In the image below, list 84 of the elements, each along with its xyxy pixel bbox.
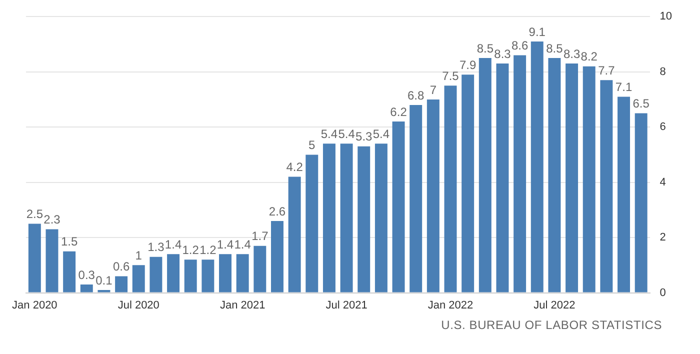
bar (340, 144, 353, 292)
data-label: 1.4 (216, 237, 234, 252)
bar (374, 144, 388, 292)
data-label: 8.5 (476, 41, 494, 56)
data-label: 8.3 (494, 46, 512, 61)
data-label: 8.6 (511, 38, 528, 53)
y-tick-label: 10 (660, 10, 672, 23)
data-label: 1.2 (182, 242, 200, 257)
bar (150, 256, 162, 292)
data-label: 6.5 (632, 96, 650, 111)
data-label: 1.4 (164, 237, 182, 252)
bar (167, 254, 180, 292)
bar (444, 86, 457, 292)
bar (115, 276, 128, 292)
x-tick-label: Jan 2022 (428, 299, 474, 312)
bar (184, 260, 197, 292)
x-tick-label: Jan 2020 (12, 299, 58, 312)
bar (634, 113, 648, 292)
bar (514, 55, 526, 292)
data-label: 7.9 (459, 58, 476, 72)
bar (236, 254, 249, 292)
data-label: 5.4 (320, 126, 338, 141)
data-label: 7.7 (598, 63, 616, 78)
data-label: 8.5 (546, 41, 564, 56)
bar (358, 146, 370, 292)
text: U.S. BUREAU OF LABOR STATISTICS (441, 318, 662, 332)
y-tick-label: 8 (660, 66, 666, 78)
bar (271, 220, 284, 292)
x-tick-label: Jan 2021 (220, 299, 266, 312)
bar (63, 251, 76, 292)
data-label: 1.7 (252, 229, 269, 244)
data-label: 1 (135, 248, 142, 262)
data-label: 0.1 (96, 273, 113, 288)
data-label: 1.3 (148, 240, 165, 254)
data-label: 9.1 (528, 24, 546, 39)
data-label: 2.5 (26, 207, 44, 222)
data-label: 6.8 (408, 88, 425, 102)
bar (46, 229, 58, 292)
bar (618, 96, 630, 292)
bar (202, 260, 214, 292)
data-label: 5.3 (356, 130, 373, 144)
data-label: 8.3 (563, 46, 580, 61)
x-tick-label: Jul 2021 (326, 299, 368, 312)
bar (254, 246, 266, 292)
bar (288, 176, 301, 292)
bar (322, 144, 336, 292)
bar (478, 58, 492, 292)
data-label: 7.1 (615, 80, 632, 94)
bar (219, 254, 232, 292)
bar (392, 122, 405, 292)
data-label: 7 (430, 82, 437, 97)
data-label: 2.6 (268, 204, 286, 218)
data-label: 2.3 (44, 212, 61, 227)
data-label: 6.2 (390, 104, 408, 119)
bar (28, 224, 41, 292)
data-label: 7.5 (442, 68, 460, 83)
x-tick-label: Jul 2020 (118, 299, 160, 312)
bar (530, 41, 544, 292)
y-tick-label: 4 (660, 176, 666, 188)
y-tick-label: 0 (660, 286, 666, 299)
bar (462, 74, 474, 292)
bar (566, 64, 578, 292)
bar (600, 80, 613, 292)
data-label: 5.4 (372, 126, 390, 141)
bar (582, 66, 596, 292)
bar (410, 104, 422, 292)
data-label: 1.4 (234, 237, 252, 252)
bar (496, 64, 509, 292)
bar (80, 284, 93, 292)
data-label: 0.3 (78, 268, 96, 282)
bar (426, 99, 440, 292)
bar (132, 265, 145, 292)
bar (548, 58, 561, 292)
data-label: 4.2 (286, 160, 304, 174)
y-tick-label: 2 (660, 232, 666, 244)
y-tick-label: 6 (660, 121, 666, 134)
x-tick-label: Jul 2022 (534, 299, 576, 312)
data-label: 1.2 (200, 242, 217, 257)
data-label: 5.4 (338, 126, 356, 141)
bar (306, 154, 318, 292)
data-label: 1.5 (60, 234, 78, 249)
data-label: 0.6 (112, 260, 130, 274)
data-label: 5 (308, 138, 316, 152)
data-label: 8.2 (580, 50, 598, 64)
